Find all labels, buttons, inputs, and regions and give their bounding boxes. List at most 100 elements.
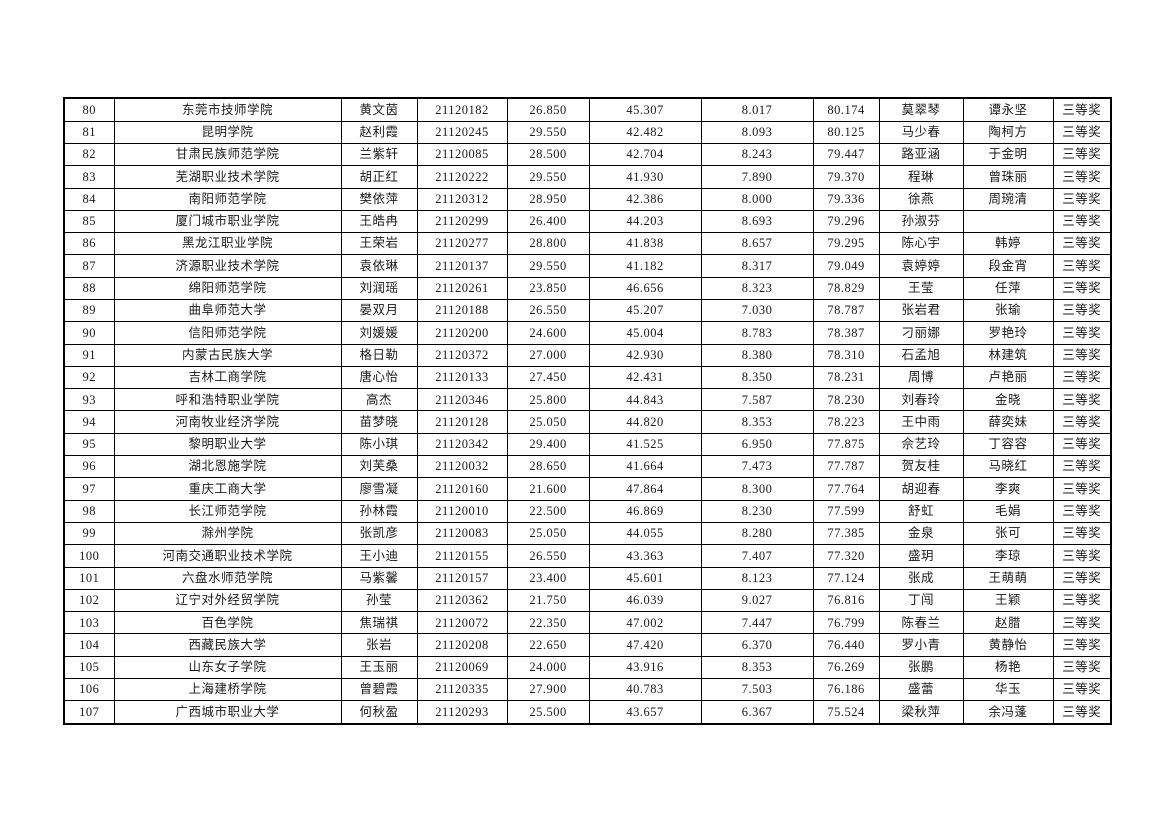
cell-award: 三等奖 [1052,232,1112,256]
cell-score-3: 7.473 [700,455,814,479]
cell-rank: 84 [63,187,115,211]
cell-entry-id: 21120137 [416,254,508,278]
table-row: 91 内蒙古民族大学 格日勒 21120372 27.000 42.930 8.… [63,343,1112,367]
cell-score-1: 22.350 [506,611,590,635]
cell-school: 昆明学院 [113,120,342,144]
table-row: 103 百色学院 焦瑞祺 21120072 22.350 47.002 7.44… [63,611,1112,635]
cell-contestant: 廖雪凝 [340,477,418,501]
cell-score-3: 6.370 [700,633,814,657]
cell-score-2: 43.363 [588,544,702,568]
cell-advisor-1: 盛蕾 [878,678,964,702]
cell-advisor-2: 曾珠丽 [962,165,1054,189]
cell-rank: 106 [63,678,115,702]
cell-score-3: 7.447 [700,611,814,635]
cell-award: 三等奖 [1052,388,1112,412]
cell-school: 济源职业技术学院 [113,254,342,278]
cell-score-2: 44.843 [588,388,702,412]
cell-award: 三等奖 [1052,343,1112,367]
cell-score-2: 42.386 [588,187,702,211]
cell-score-3: 8.093 [700,120,814,144]
cell-advisor-2: 薛奕妹 [962,410,1054,434]
cell-score-1: 21.600 [506,477,590,501]
table-row: 88 绵阳师范学院 刘润瑶 21120261 23.850 46.656 8.3… [63,276,1112,300]
cell-score-2: 41.664 [588,455,702,479]
table-row: 82 甘肃民族师范学院 兰紫轩 21120085 28.500 42.704 8… [63,142,1112,167]
table-row: 89 曲阜师范大学 晏双月 21120188 26.550 45.207 7.0… [63,298,1112,323]
cell-entry-id: 21120208 [416,633,508,657]
cell-rank: 86 [63,232,115,256]
cell-score-1: 28.800 [506,232,590,256]
cell-advisor-2: 赵腊 [962,611,1054,635]
cell-score-1: 26.850 [506,97,590,122]
cell-score-1: 29.550 [506,165,590,189]
cell-score-2: 41.930 [588,165,702,189]
cell-contestant: 陈小琪 [340,432,418,457]
cell-advisor-1: 佘艺玲 [878,432,964,457]
cell-contestant: 胡正红 [340,165,418,189]
cell-school: 东莞市技师学院 [113,97,342,122]
cell-advisor-2: 周琬清 [962,187,1054,211]
cell-advisor-2: 张可 [962,521,1054,546]
cell-advisor-1: 陈春兰 [878,611,964,635]
cell-advisor-2: 王颖 [962,588,1054,613]
cell-advisor-2: 谭永坚 [962,97,1054,122]
cell-school: 山东女子学院 [113,655,342,680]
cell-contestant: 焦瑞祺 [340,611,418,635]
cell-score-3: 8.353 [700,410,814,434]
cell-score-2: 46.656 [588,276,702,300]
cell-score-2: 45.307 [588,97,702,122]
cell-award: 三等奖 [1052,298,1112,323]
cell-total-score: 79.370 [812,165,880,189]
cell-score-3: 8.693 [700,209,814,234]
cell-rank: 92 [63,365,115,390]
cell-rank: 96 [63,455,115,479]
cell-score-2: 46.039 [588,588,702,613]
cell-total-score: 77.599 [812,499,880,523]
cell-contestant: 樊依萍 [340,187,418,211]
cell-entry-id: 21120200 [416,321,508,345]
cell-rank: 85 [63,209,115,234]
cell-advisor-2: 李琼 [962,544,1054,568]
cell-score-2: 44.203 [588,209,702,234]
cell-score-1: 28.650 [506,455,590,479]
cell-entry-id: 21120188 [416,298,508,323]
cell-score-1: 27.900 [506,678,590,702]
cell-score-3: 7.407 [700,544,814,568]
cell-total-score: 77.385 [812,521,880,546]
cell-score-1: 23.400 [506,566,590,590]
cell-score-1: 25.500 [506,700,590,725]
cell-score-1: 25.800 [506,388,590,412]
cell-contestant: 张凯彦 [340,521,418,546]
table-row: 97 重庆工商大学 廖雪凝 21120160 21.600 47.864 8.3… [63,477,1112,501]
cell-total-score: 79.295 [812,232,880,256]
cell-score-1: 28.500 [506,142,590,167]
table-row: 95 黎明职业大学 陈小琪 21120342 29.400 41.525 6.9… [63,432,1112,457]
cell-school: 黑龙江职业学院 [113,232,342,256]
cell-score-3: 8.380 [700,343,814,367]
cell-score-1: 29.550 [506,120,590,144]
table-row: 93 呼和浩特职业学院 高杰 21120346 25.800 44.843 7.… [63,388,1112,412]
cell-entry-id: 21120293 [416,700,508,725]
cell-school: 曲阜师范大学 [113,298,342,323]
cell-score-1: 22.500 [506,499,590,523]
cell-total-score: 76.186 [812,678,880,702]
cell-score-3: 8.317 [700,254,814,278]
cell-advisor-2: 华玉 [962,678,1054,702]
cell-school: 厦门城市职业学院 [113,209,342,234]
cell-score-2: 47.864 [588,477,702,501]
cell-entry-id: 21120342 [416,432,508,457]
cell-score-2: 41.182 [588,254,702,278]
cell-rank: 83 [63,165,115,189]
cell-entry-id: 21120335 [416,678,508,702]
cell-score-2: 44.055 [588,521,702,546]
cell-score-2: 41.838 [588,232,702,256]
cell-award: 三等奖 [1052,544,1112,568]
table-row: 106 上海建桥学院 曾碧霞 21120335 27.900 40.783 7.… [63,678,1112,702]
cell-award: 三等奖 [1052,321,1112,345]
cell-advisor-1: 王莹 [878,276,964,300]
cell-entry-id: 21120312 [416,187,508,211]
cell-school: 广西城市职业大学 [113,700,342,725]
cell-advisor-2: 马晓红 [962,455,1054,479]
cell-entry-id: 21120277 [416,232,508,256]
